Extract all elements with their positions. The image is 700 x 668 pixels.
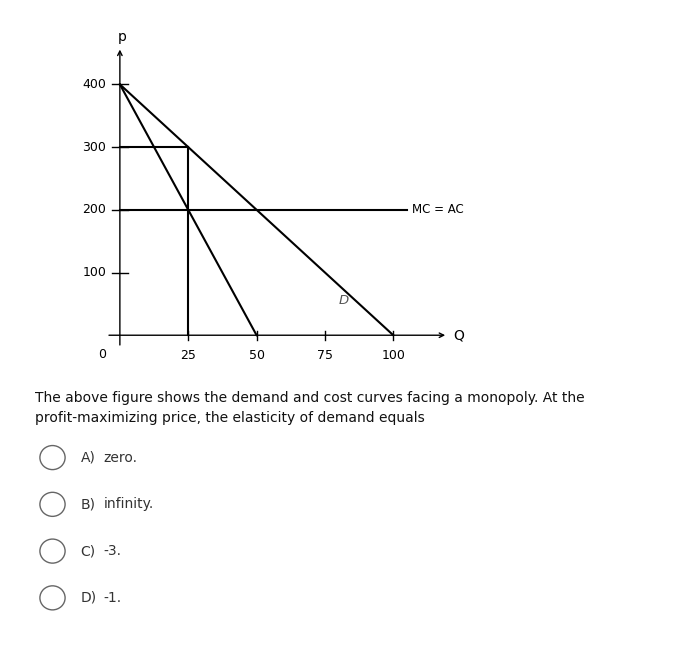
Text: infinity.: infinity. [104, 498, 154, 511]
Text: 25: 25 [181, 349, 196, 362]
Text: 100: 100 [382, 349, 405, 362]
Text: D: D [339, 294, 349, 307]
Text: 75: 75 [317, 349, 333, 362]
Text: 50: 50 [248, 349, 265, 362]
Text: 0: 0 [98, 348, 106, 361]
Text: p: p [118, 29, 127, 43]
Text: -1.: -1. [104, 591, 122, 605]
Text: A): A) [80, 451, 95, 464]
Text: 300: 300 [83, 140, 106, 154]
Text: 200: 200 [83, 203, 106, 216]
Text: -3.: -3. [104, 544, 122, 558]
Text: Q: Q [454, 328, 464, 342]
Text: The above figure shows the demand and cost curves facing a monopoly. At the: The above figure shows the demand and co… [35, 391, 584, 405]
Text: profit-maximizing price, the elasticity of demand equals: profit-maximizing price, the elasticity … [35, 411, 425, 425]
Text: 100: 100 [83, 266, 106, 279]
Text: zero.: zero. [104, 451, 138, 464]
Text: B): B) [80, 498, 95, 511]
Text: MC = AC: MC = AC [412, 203, 464, 216]
Text: C): C) [80, 544, 96, 558]
Text: D): D) [80, 591, 97, 605]
Text: 400: 400 [83, 78, 106, 91]
